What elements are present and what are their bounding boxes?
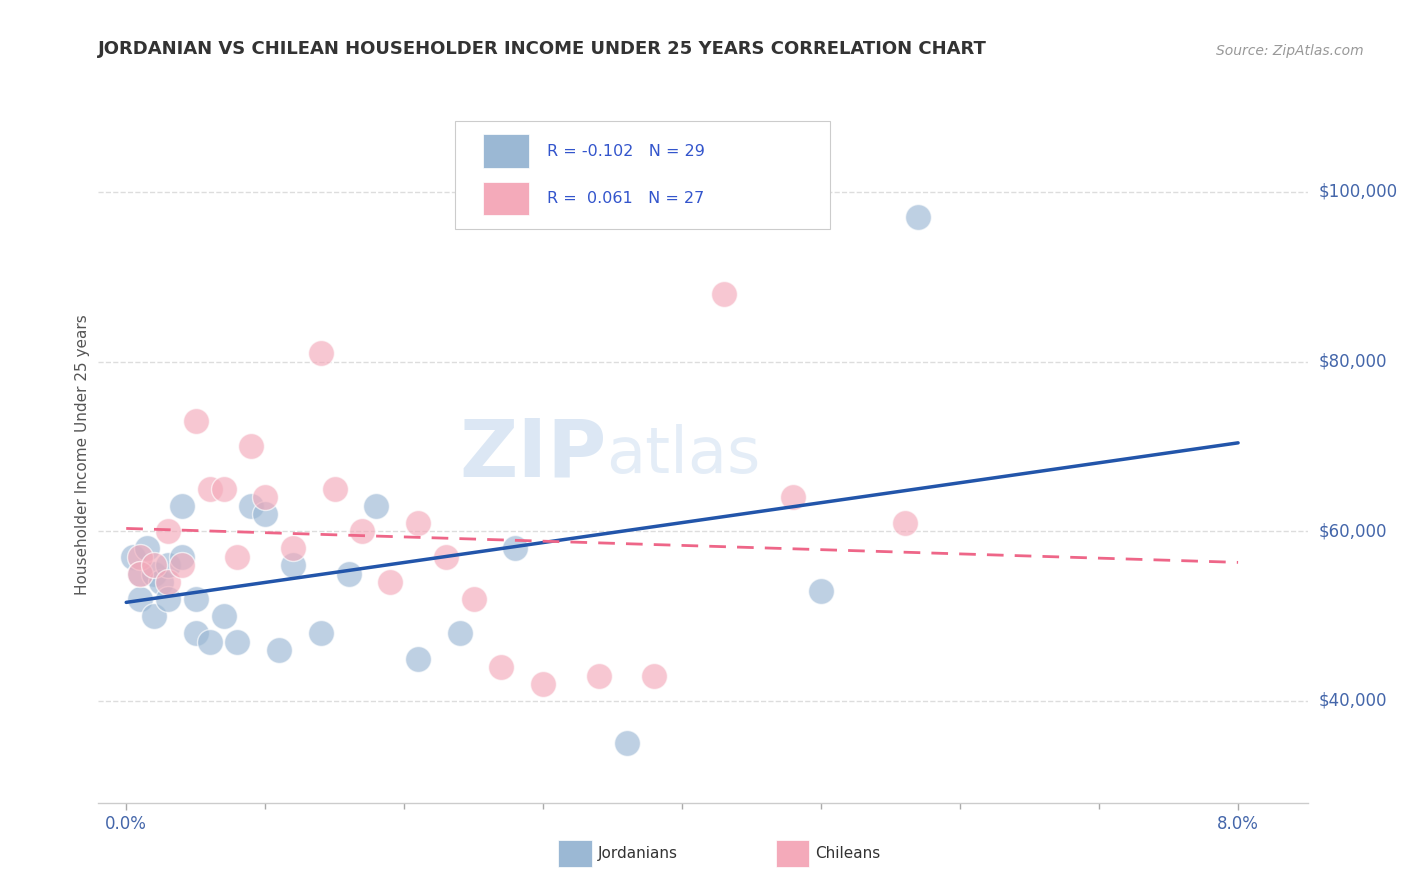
Point [269, 643, 291, 657]
Point [254, 508, 277, 522]
Point [643, 668, 665, 682]
Point [337, 566, 360, 581]
Point [810, 583, 832, 598]
Text: atlas: atlas [606, 424, 761, 486]
Point [184, 414, 207, 428]
Point [240, 439, 263, 453]
Point [212, 609, 235, 624]
Point [434, 549, 457, 564]
Point [281, 541, 304, 556]
Point [226, 549, 249, 564]
Point [156, 575, 179, 590]
Point [184, 592, 207, 607]
Point [254, 491, 277, 505]
Point [170, 558, 193, 573]
FancyBboxPatch shape [482, 182, 529, 215]
Point [907, 211, 929, 225]
Point [149, 575, 172, 590]
Point [129, 549, 152, 564]
Text: R =  0.061   N = 27: R = 0.061 N = 27 [547, 191, 704, 206]
Point [531, 677, 554, 691]
Text: Chileans: Chileans [815, 847, 880, 861]
FancyBboxPatch shape [456, 121, 830, 229]
Text: Source: ZipAtlas.com: Source: ZipAtlas.com [1216, 44, 1364, 58]
Point [323, 482, 346, 496]
Point [226, 634, 249, 648]
Point [143, 566, 166, 581]
Text: $60,000: $60,000 [1319, 523, 1388, 541]
Point [129, 566, 152, 581]
Point [281, 558, 304, 573]
Text: ZIP: ZIP [458, 416, 606, 494]
Point [893, 516, 915, 530]
Point [198, 482, 221, 496]
Point [505, 541, 527, 556]
FancyBboxPatch shape [558, 840, 592, 867]
Point [380, 575, 402, 590]
Y-axis label: Householder Income Under 25 years: Householder Income Under 25 years [75, 315, 90, 595]
Point [463, 592, 485, 607]
Point [449, 626, 471, 640]
Point [406, 651, 429, 665]
Point [782, 491, 804, 505]
Point [713, 286, 735, 301]
Point [170, 499, 193, 513]
Point [616, 736, 638, 750]
Point [198, 634, 221, 648]
Point [156, 592, 179, 607]
Point [212, 482, 235, 496]
Point [309, 626, 332, 640]
Point [170, 549, 193, 564]
Point [406, 516, 429, 530]
Text: $40,000: $40,000 [1319, 692, 1388, 710]
Point [129, 592, 152, 607]
Point [156, 524, 179, 539]
FancyBboxPatch shape [776, 840, 810, 867]
Text: JORDANIAN VS CHILEAN HOUSEHOLDER INCOME UNDER 25 YEARS CORRELATION CHART: JORDANIAN VS CHILEAN HOUSEHOLDER INCOME … [98, 40, 987, 58]
FancyBboxPatch shape [482, 135, 529, 168]
Point [136, 541, 159, 556]
Text: Jordanians: Jordanians [598, 847, 678, 861]
Point [184, 626, 207, 640]
Text: $80,000: $80,000 [1319, 352, 1388, 370]
Point [366, 499, 388, 513]
Text: R = -0.102   N = 29: R = -0.102 N = 29 [547, 144, 704, 159]
Point [491, 660, 513, 674]
Point [588, 668, 610, 682]
Point [143, 558, 166, 573]
Text: $100,000: $100,000 [1319, 183, 1398, 201]
Point [129, 566, 152, 581]
Point [352, 524, 374, 539]
Point [143, 609, 166, 624]
Point [240, 499, 263, 513]
Point [122, 549, 145, 564]
Point [309, 346, 332, 360]
Point [156, 558, 179, 573]
